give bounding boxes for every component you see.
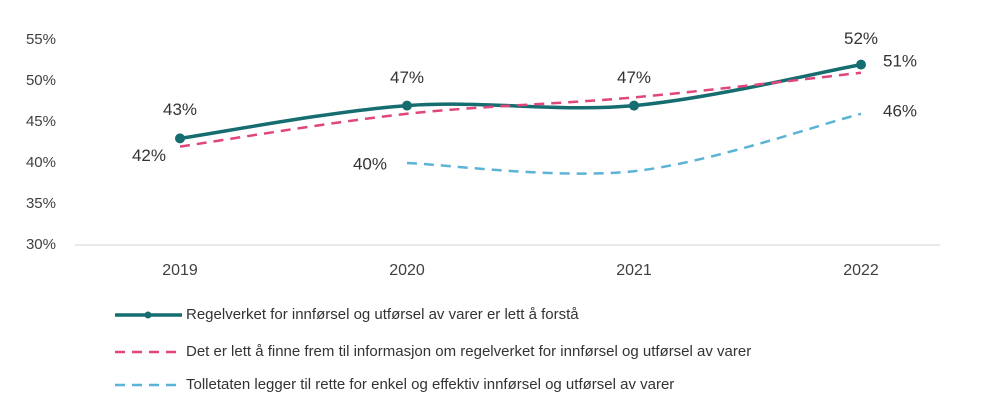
value-label: 40%: [353, 154, 387, 173]
point-marker: [175, 133, 185, 144]
y-tick-label: 55%: [26, 31, 56, 48]
legend-label: Regelverket for innførsel og utførsel av…: [186, 306, 579, 323]
value-label: 51%: [883, 51, 917, 70]
x-tick-label: 2021: [616, 262, 652, 279]
legend-marker: [144, 311, 152, 319]
value-label: 47%: [617, 68, 651, 87]
y-tick-label: 30%: [26, 236, 56, 253]
y-tick-label: 35%: [26, 195, 56, 212]
point-marker: [402, 100, 412, 111]
x-tick-label: 2019: [162, 262, 198, 279]
value-label: 43%: [163, 100, 197, 119]
y-tick-label: 45%: [26, 113, 56, 130]
series-line: [406, 112, 862, 175]
x-tick-label: 2022: [843, 262, 879, 279]
point-marker: [856, 59, 866, 70]
value-label: 46%: [883, 101, 917, 120]
point-marker: [629, 100, 639, 111]
x-tick-label: 2020: [389, 262, 425, 279]
legend-label: Tolletaten legger til rette for enkel og…: [186, 376, 674, 393]
value-label: 42%: [132, 146, 166, 165]
legend-label: Det er lett å finne frem til informasjon…: [186, 343, 751, 360]
y-tick-label: 50%: [26, 72, 56, 89]
value-label: 52%: [844, 29, 878, 48]
y-tick-label: 40%: [26, 154, 56, 171]
value-label: 47%: [390, 68, 424, 87]
series-line: [179, 71, 862, 148]
